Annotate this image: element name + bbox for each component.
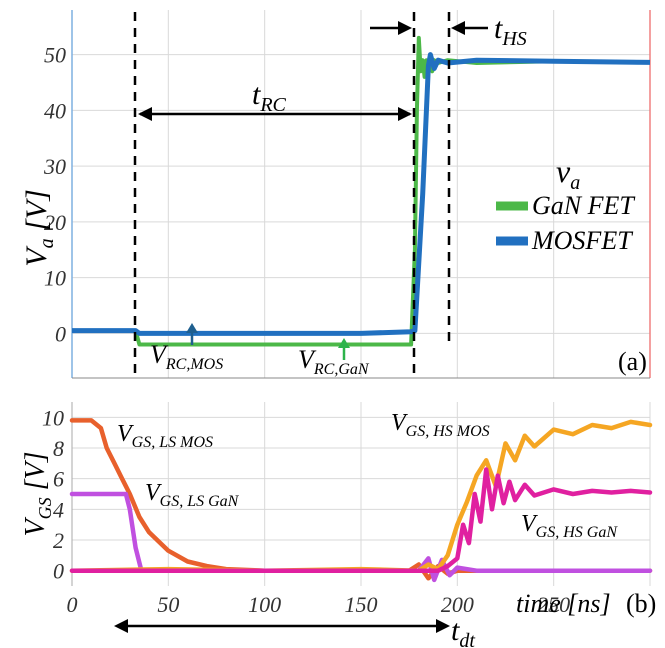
panel-a-label: (a) <box>618 347 647 376</box>
panel-b-ylabel: VGS [V] <box>20 451 55 536</box>
ths-label: tHS <box>494 12 527 50</box>
vrc-gan-pointer <box>338 338 350 360</box>
trc-label: tRC <box>252 78 287 116</box>
tdt-arrow <box>114 619 450 633</box>
panel-b-ytick-label: 2 <box>53 528 64 553</box>
panel-b-ytick-label: 10 <box>42 405 64 430</box>
ths-arrows <box>370 21 488 35</box>
panel-b-ytick-label: 0 <box>53 559 64 584</box>
panel-b-series <box>69 418 653 583</box>
series-line-mosfet <box>72 52 651 336</box>
series-line-gs-hs-gan <box>69 467 653 573</box>
panel-a-legend: va GaN FET MOSFET <box>496 153 635 255</box>
panel-a-y-ticks: 0 10 20 30 40 50 <box>43 43 66 347</box>
panel-b-xtick-label: 50 <box>157 592 179 617</box>
panel-b-xtick-label: 0 <box>67 592 78 617</box>
panel-a-ylabel: Va [V] <box>20 189 58 267</box>
panel-b-xtick-label: 150 <box>345 592 378 617</box>
vrc-mos-pointer <box>186 323 198 345</box>
panel-b-xtick-label: 200 <box>441 592 474 617</box>
panel-a-ytick-label: 50 <box>44 43 66 68</box>
vrc-gan-label: VRC,GaN <box>298 345 370 378</box>
label-gs-ls-gan: VGS, LS GaN <box>145 480 240 510</box>
panel-b-ytick-label: 8 <box>53 436 64 461</box>
panel-b-xlabel: time [ns] <box>516 589 611 618</box>
tdt-label: tdt <box>451 614 475 648</box>
label-gs-ls-mos: VGS, LS MOS <box>117 421 213 451</box>
legend-label-mosfet: MOSFET <box>531 226 633 255</box>
label-gs-hs-mos: VGS, HS MOS <box>391 410 490 440</box>
panel-a-grid <box>72 10 650 378</box>
panel-a-ytick-label: 40 <box>44 98 66 123</box>
vrc-mos-label: VRC,MOS <box>150 340 223 373</box>
label-gs-hs-gan: VGS, HS GaN <box>521 511 618 541</box>
legend-label-gan: GaN FET <box>532 191 635 220</box>
panel-a-series <box>72 35 651 347</box>
panel-b-ytick-label: 6 <box>53 467 64 492</box>
panel-a-ytick-label: 0 <box>55 321 66 346</box>
legend-title: va <box>556 153 580 194</box>
panel-a: 0 10 20 30 40 50 tRC tHS VRC,MOS <box>20 10 651 380</box>
trc-arrow <box>138 107 412 121</box>
panel-a-ytick-label: 10 <box>44 266 66 291</box>
panel-b-xtick-label: 100 <box>248 592 281 617</box>
panel-b-ytick-label: 4 <box>53 497 64 522</box>
panel-b-label: (b) <box>626 589 656 618</box>
panel-a-ytick-label: 30 <box>43 154 66 179</box>
panel-b-xtick-label: 250 <box>537 592 570 617</box>
panel-a-ytick-label: 20 <box>44 210 66 235</box>
